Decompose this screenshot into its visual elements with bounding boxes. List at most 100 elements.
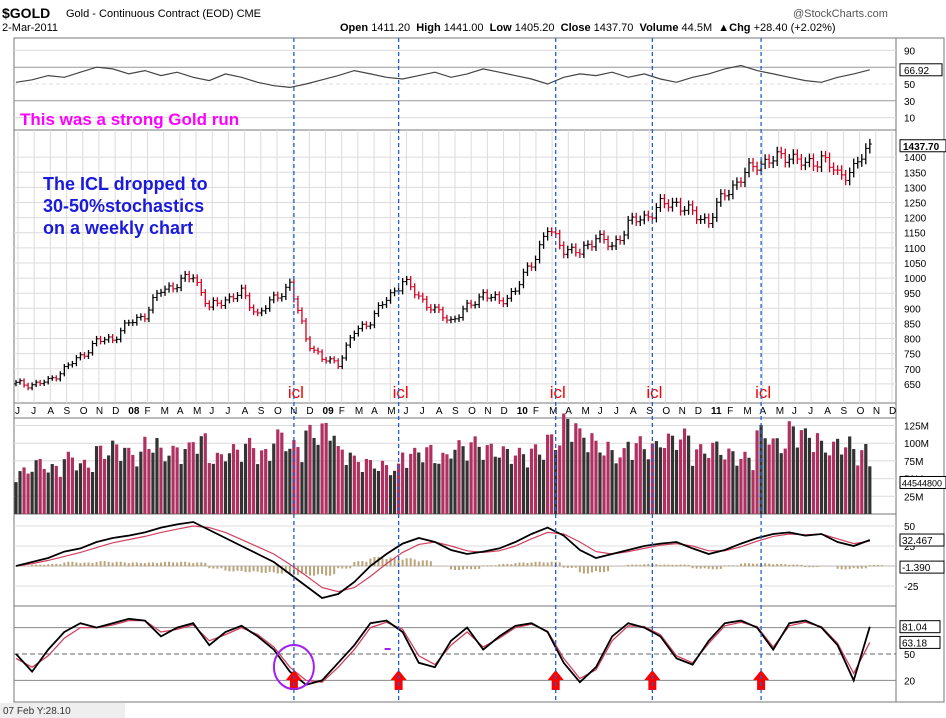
quote-bar: Open 1411.20 High 1441.00 Low 1405.20 Cl… — [340, 22, 836, 34]
volume-bar — [107, 455, 111, 514]
volume-bar — [840, 454, 844, 514]
macd-hist-bar — [627, 564, 630, 567]
volume-bar — [14, 482, 18, 514]
macd-line — [15, 521, 871, 599]
x-tick-label: F — [727, 406, 733, 417]
volume-bar — [312, 437, 316, 514]
volume-bar — [70, 457, 74, 514]
volume-bar — [203, 433, 207, 514]
macd-hist-bar — [79, 563, 82, 567]
macd-hist-bar — [474, 566, 477, 570]
macd-hist-bar — [671, 564, 674, 567]
macd-hist-bar — [824, 566, 827, 567]
volume-bar — [678, 439, 683, 514]
rsi-last-value: 66.92 — [904, 66, 929, 77]
volume-last-value-box — [899, 475, 946, 489]
x-tick-label: F — [339, 406, 345, 417]
x-tick-label: D — [501, 406, 508, 417]
volume-bar — [360, 471, 364, 514]
macd-hist-bar — [123, 562, 126, 567]
volume-tick-label: 25M — [904, 492, 923, 503]
volume-bar — [570, 441, 574, 514]
macd-hist-bar — [39, 564, 42, 567]
macd-hist-bar — [808, 566, 811, 568]
macd-hist-bar — [828, 566, 831, 567]
macd-hist-bar — [607, 566, 610, 572]
volume-bar — [691, 465, 695, 514]
volume-bar — [207, 463, 211, 514]
macd-hist-bar — [441, 566, 444, 567]
volume-bar — [405, 467, 409, 514]
price-tick-label: 1150 — [904, 229, 926, 240]
volume-bar — [143, 436, 147, 514]
x-tick-label: M — [549, 406, 557, 417]
volume-bar — [340, 449, 344, 514]
exchange-label: CME — [236, 8, 262, 20]
macd-hist-bar — [748, 563, 751, 567]
volume-bar — [235, 449, 240, 514]
volume-bar — [368, 459, 373, 514]
macd-hist-bar — [792, 564, 795, 567]
x-tick-label: M — [193, 406, 201, 417]
volume-bar — [316, 444, 320, 514]
macd-hist-bar — [570, 566, 573, 568]
macd-hist-bar — [550, 561, 553, 567]
x-tick-label: S — [452, 406, 459, 417]
volume-bar — [211, 463, 215, 514]
macd-hist-bar — [454, 566, 456, 570]
macd-hist-bar — [224, 566, 227, 571]
volume-bar — [421, 462, 425, 514]
macd-hist-bar — [687, 564, 690, 567]
volume-bar — [252, 448, 256, 514]
x-tick-label: D — [306, 406, 313, 417]
icl-label: icl — [288, 383, 304, 402]
macd-hist-bar — [417, 561, 420, 567]
volume-bar — [558, 445, 562, 514]
volume-bar — [139, 451, 143, 514]
x-tick-label: F — [144, 406, 150, 417]
volume-bar — [650, 443, 654, 514]
x-tick-label: J — [209, 406, 214, 417]
volume-bar — [618, 457, 622, 514]
volume-bar — [348, 452, 352, 514]
volume-bar — [666, 433, 671, 514]
volume-bar — [296, 447, 300, 514]
macd-hist-bar — [562, 566, 565, 568]
volume-bar — [50, 464, 54, 514]
macd-hist-bar — [127, 563, 130, 567]
macd-hist-bar — [43, 564, 46, 567]
volume-bar — [457, 440, 461, 514]
macd-hist-bar — [313, 566, 316, 576]
macd-hist-bar — [715, 566, 718, 570]
macd-hist-bar — [409, 558, 412, 567]
macd-hist-bar — [752, 563, 755, 567]
volume-bar — [864, 444, 868, 514]
volume-bar — [284, 451, 288, 514]
volume-bar — [582, 437, 586, 514]
volume-bar — [856, 465, 860, 514]
volume-bar — [642, 449, 646, 514]
price-tick-label: 650 — [904, 380, 921, 391]
volume-bar — [779, 453, 783, 514]
macd-hist-bar — [788, 564, 791, 567]
x-tick-label: 08 — [128, 406, 140, 417]
volume-bar — [268, 460, 272, 514]
volume-bar — [811, 452, 816, 514]
macd-hist-bar — [31, 564, 34, 567]
bottom-label-bg — [0, 703, 125, 718]
volume-bar — [791, 426, 795, 514]
volume-bar — [662, 447, 667, 514]
volume-bar — [82, 459, 87, 514]
macd-hist-bar — [768, 563, 771, 567]
macd-hist-bar — [494, 565, 497, 567]
macd-hist-bar — [586, 566, 589, 574]
volume-bar — [308, 424, 312, 514]
stoch-tick-label: 20 — [904, 676, 916, 687]
x-tick-label: M — [355, 406, 363, 417]
macd-hist-bar — [228, 566, 231, 572]
macd-hist-bar — [445, 566, 448, 567]
macd-hist-bar — [840, 566, 843, 570]
macd-hist-bar — [502, 563, 505, 567]
macd-hist-bar — [317, 566, 320, 575]
volume-bar — [239, 461, 244, 514]
